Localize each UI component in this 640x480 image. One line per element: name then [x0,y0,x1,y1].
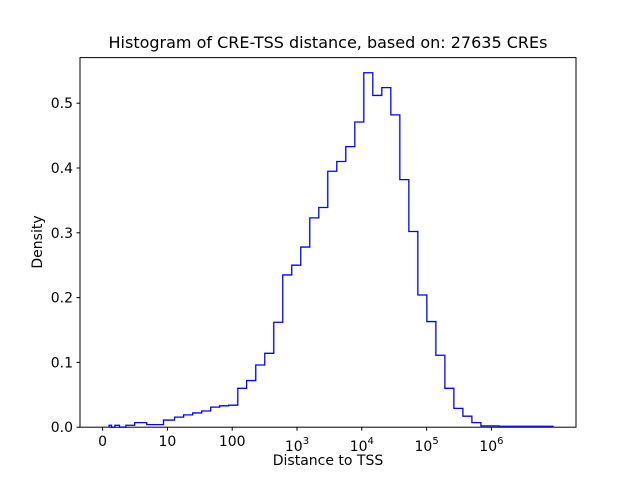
chart-title: Histogram of CRE-TSS distance, based on:… [108,33,548,52]
x-tick-label: 100 [219,434,246,450]
y-tick-label: 0.0 [51,420,73,436]
x-tick-label: 0 [98,434,107,450]
y-tick-label: 0.4 [51,161,73,177]
plot-frame [79,57,577,428]
y-tick-label: 0.3 [51,226,73,242]
y-tick-label: 0.2 [51,291,73,307]
x-tick-label: 10 [158,434,176,450]
x-tick-label: 106 [479,436,503,455]
y-axis-label: Density [30,215,46,269]
x-tick-label: 105 [414,436,438,455]
y-tick-label: 0.1 [51,355,73,371]
x-tick-label: 103 [285,436,309,455]
histogram-step-line [108,72,554,428]
x-axis-label: Distance to TSS [272,453,384,469]
x-tick-label: 104 [350,436,374,455]
y-tick-label: 0.5 [51,96,73,112]
